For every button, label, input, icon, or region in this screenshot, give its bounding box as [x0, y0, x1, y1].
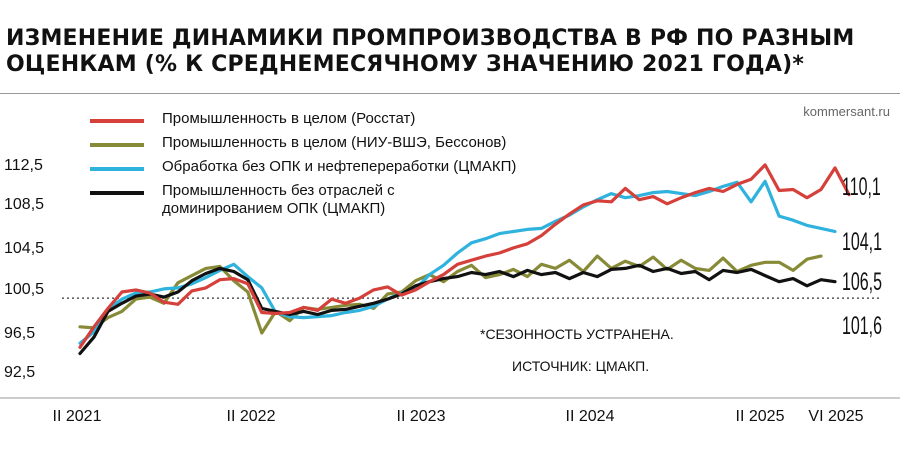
y-tick-label: 96,5	[4, 325, 35, 342]
legend-label-manufacturing: Обработка без ОПК и нефтепереработки (ЦМ…	[162, 158, 517, 175]
source-note: ИСТОЧНИК: ЦМАКП.	[512, 358, 650, 374]
seasonality-note: *СЕЗОННОСТЬ УСТРАНЕНА.	[480, 326, 674, 342]
legend-label-ex-defense: Промышленность без отраслей с доминирова…	[162, 182, 395, 217]
x-tick-label: II 2022	[227, 408, 276, 425]
x-tick-label: II 2025	[736, 408, 785, 425]
end-label-rosstat: 110,1	[842, 174, 881, 201]
source-site: kommersant.ru	[803, 104, 890, 119]
legend-swatch-manufacturing	[90, 167, 144, 171]
x-tick-label: II 2024	[566, 408, 615, 425]
legend-swatch-hse	[90, 143, 144, 147]
title-divider	[0, 93, 900, 94]
end-label-hse: 104,1	[842, 229, 882, 256]
y-tick-label: 112,5	[4, 157, 43, 174]
legend-label-rosstat: Промышленность в целом (Росстат)	[162, 110, 416, 127]
end-label-ex-defense: 101,6	[842, 313, 882, 340]
chart-title: ИЗМЕНЕНИЕ ДИНАМИКИ ПРОМПРОИЗВОДСТВА В РФ…	[6, 26, 855, 77]
x-tick-label: VI 2025	[808, 408, 863, 425]
y-tick-label: 104,5	[4, 240, 44, 257]
legend-swatch-rosstat	[90, 119, 144, 123]
x-tick-label: II 2023	[397, 408, 446, 425]
series-manufacturing-line	[78, 179, 837, 345]
legend-swatch-ex-defense	[90, 191, 144, 195]
y-tick-label: 92,5	[4, 364, 35, 381]
y-tick-label: 100,5	[4, 281, 44, 298]
y-tick-label: 108,5	[4, 196, 44, 213]
x-tick-label: II 2021	[53, 408, 102, 425]
legend-label-hse: Промышленность в целом (НИУ-ВШЭ, Бессоно…	[162, 134, 507, 151]
end-label-manufacturing: 106,5	[842, 269, 882, 296]
series-rosstat-line	[78, 163, 851, 349]
series-ex-defense-line	[78, 263, 837, 356]
